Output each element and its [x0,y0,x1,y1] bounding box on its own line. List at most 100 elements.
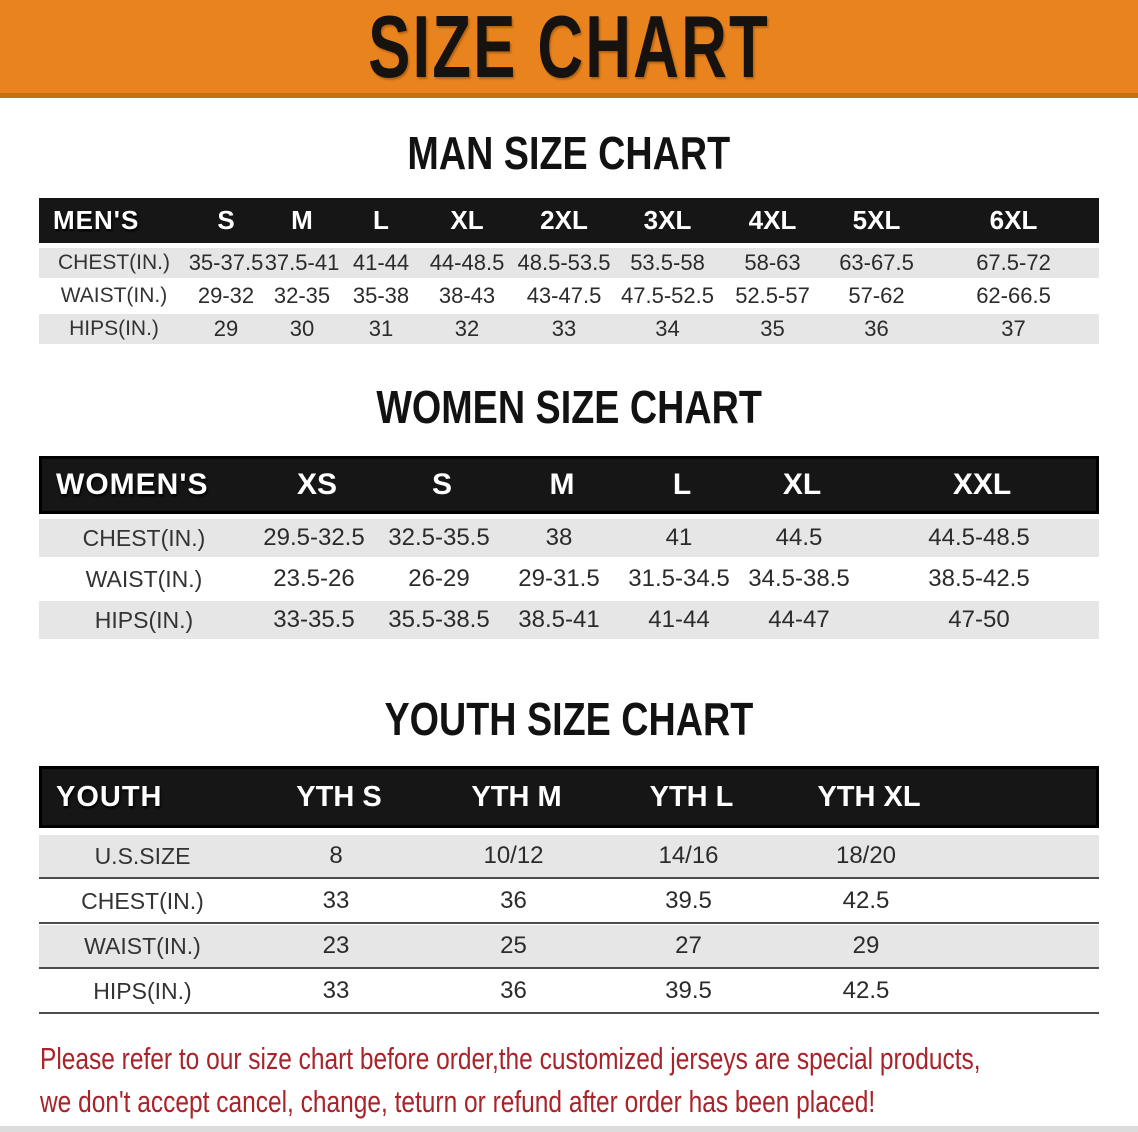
women-section-heading: WOMEN SIZE CHART [0,384,1138,430]
size-value-cell: 48.5-53.5 [517,250,611,275]
column-header: YTH L [649,780,734,813]
youth-table-corner-label: YOUTH [56,780,163,813]
column-header: YTH S [296,780,382,813]
column-header: S [431,468,452,501]
column-header: M [549,468,575,501]
disclaimer-line-1: Please refer to our size chart before or… [40,1041,981,1076]
size-value-cell: 47.5-52.5 [621,283,714,308]
table-row-waist: WAIST(IN.) 23.5-26 26-29 29-31.5 31.5-34… [39,560,1099,598]
size-value-cell: 29.5-32.5 [263,524,365,551]
column-header: XXL [952,468,1012,501]
women-size-table: WOMEN'S XS S M L XL XXL CHEST(IN.) 29.5-… [39,456,1099,639]
size-value-cell: 39.5 [665,887,712,914]
row-label: HIPS(IN.) [69,317,159,340]
column-header: XL [450,205,484,235]
size-value-cell: 63-67.5 [839,250,914,275]
size-value-cell: 18/20 [835,842,897,869]
column-header: 4XL [748,205,797,235]
size-value-cell: 41-44 [648,606,710,633]
table-row-hips: HIPS(IN.) 33-35.5 35.5-38.5 38.5-41 41-4… [39,601,1099,639]
table-row-hips: HIPS(IN.) 29 30 31 32 33 34 35 36 37 [39,314,1099,344]
size-value-cell: 35-37.5 [188,250,264,275]
size-value-cell: 33 [322,977,350,1004]
size-value-cell: 33 [551,316,577,341]
size-value-cell: 38-43 [438,283,496,308]
size-value-cell: 39.5 [665,977,712,1004]
column-header: XL [782,468,822,501]
size-value-cell: 67.5-72 [976,250,1051,275]
row-label: HIPS(IN.) [93,977,192,1004]
size-value-cell: 36 [500,977,527,1004]
size-value-cell: 42.5 [842,887,890,914]
size-value-cell: 62-66.5 [976,283,1051,308]
size-value-cell: 29-31.5 [518,565,600,592]
size-value-cell: 38.5-42.5 [928,565,1030,592]
size-value-cell: 23.5-26 [273,565,355,592]
size-value-cell: 35.5-38.5 [388,606,490,633]
size-value-cell: 29 [852,932,880,959]
empty-cell [959,769,1096,825]
disclaimer-line-2: we don't accept cancel, change, teturn o… [40,1083,876,1119]
size-value-cell: 47-50 [948,606,1010,633]
size-value-cell: 32 [454,316,480,341]
size-value-cell: 36 [864,316,889,341]
empty-cell [956,970,1093,1012]
youth-section-heading: YOUTH SIZE CHART [0,696,1138,742]
size-value-cell: 29-32 [197,283,255,308]
column-header: XS [296,468,338,501]
row-label: HIPS(IN.) [94,606,194,633]
men-section-heading-text: MAN SIZE CHART [407,127,731,179]
size-value-cell: 44.5-48.5 [928,524,1030,551]
size-value-cell: 41 [665,524,693,551]
table-row-hips: HIPS(IN.) 33 36 39.5 42.5 [39,970,1099,1014]
empty-cell [956,880,1093,922]
size-value-cell: 44-47 [768,606,830,633]
column-header: 2XL [540,205,588,235]
size-value-cell: 52.5-57 [735,283,810,308]
size-value-cell: 57-62 [848,283,905,308]
column-header: 5XL [852,205,901,235]
men-table-corner-label: MEN'S [53,205,140,235]
disclaimer-text: Please refer to our size chart before or… [40,1038,1138,1124]
size-value-cell: 33 [322,887,350,914]
youth-section-heading-text: YOUTH SIZE CHART [384,693,754,745]
size-value-cell: 23 [322,932,350,959]
empty-cell [956,925,1093,967]
size-value-cell: 38 [545,524,573,551]
size-value-cell: 31 [368,316,394,341]
column-header: YTH XL [817,780,921,813]
size-value-cell: 35-38 [352,283,410,308]
size-value-cell: 34.5-38.5 [748,565,850,592]
men-table-header-row: MEN'S S M L XL 2XL 3XL 4XL 5XL 6XL [39,198,1099,243]
column-header: S [217,205,235,235]
size-value-cell: 26-29 [408,565,470,592]
table-row-waist: WAIST(IN.) 29-32 32-35 35-38 38-43 43-47… [39,281,1099,311]
empty-cell [956,835,1093,877]
table-row-us-size: U.S.SIZE 8 10/12 14/16 18/20 [39,835,1099,879]
size-value-cell: 37.5-41 [264,250,340,275]
size-value-cell: 42.5 [842,977,890,1004]
column-header: 6XL [989,205,1038,235]
size-value-cell: 14/16 [658,842,719,869]
size-value-cell: 58-63 [744,250,801,275]
size-value-cell: 30 [289,316,315,341]
banner-title: SIZE CHART [368,0,770,96]
size-value-cell: 32.5-35.5 [388,524,490,551]
table-row-waist: WAIST(IN.) 23 25 27 29 [39,925,1099,969]
column-header: M [291,205,313,235]
size-value-cell: 37 [1001,316,1026,341]
row-label: WAIST(IN.) [60,284,168,307]
men-size-table: MEN'S S M L XL 2XL 3XL 4XL 5XL 6XL CHEST… [39,198,1099,344]
size-value-cell: 33-35.5 [273,606,355,633]
column-header: YTH M [471,780,562,813]
row-label: U.S.SIZE [94,842,191,869]
size-value-cell: 34 [655,316,680,341]
women-table-corner-label: WOMEN'S [56,468,209,501]
size-value-cell: 31.5-34.5 [628,565,730,592]
size-value-cell: 25 [500,932,527,959]
column-header: L [672,468,692,501]
column-header: 3XL [643,205,692,235]
men-section-heading: MAN SIZE CHART [0,130,1138,176]
row-label: WAIST(IN.) [85,565,203,592]
size-value-cell: 41-44 [352,250,410,275]
